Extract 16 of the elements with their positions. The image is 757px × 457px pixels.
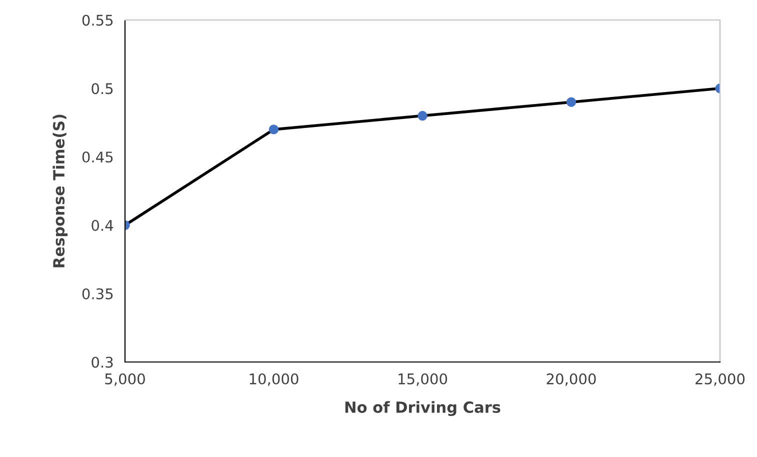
y-tick-label: 0.35 bbox=[82, 288, 113, 300]
y-tick-label: 0.4 bbox=[92, 220, 114, 231]
x-tick-label: 10,000 bbox=[250, 373, 298, 386]
y-tick-label: 0.5 bbox=[92, 83, 113, 94]
x-tick-label: 15,000 bbox=[398, 373, 448, 386]
x-tick-label: 20,000 bbox=[546, 373, 596, 386]
x-axis-title: No of Driving Cars bbox=[345, 401, 500, 416]
x-tick-label: 5,000 bbox=[105, 373, 145, 386]
point bbox=[566, 97, 576, 107]
y-tick-label: 0.55 bbox=[82, 14, 113, 26]
x-tick-label: 25,000 bbox=[696, 373, 745, 386]
y-tick-label: 0.3 bbox=[92, 356, 113, 368]
y-axis-title: Response Time(S) bbox=[52, 114, 68, 268]
y-tick-label: 0.45 bbox=[82, 152, 113, 163]
point bbox=[418, 110, 428, 121]
point bbox=[268, 124, 279, 134]
